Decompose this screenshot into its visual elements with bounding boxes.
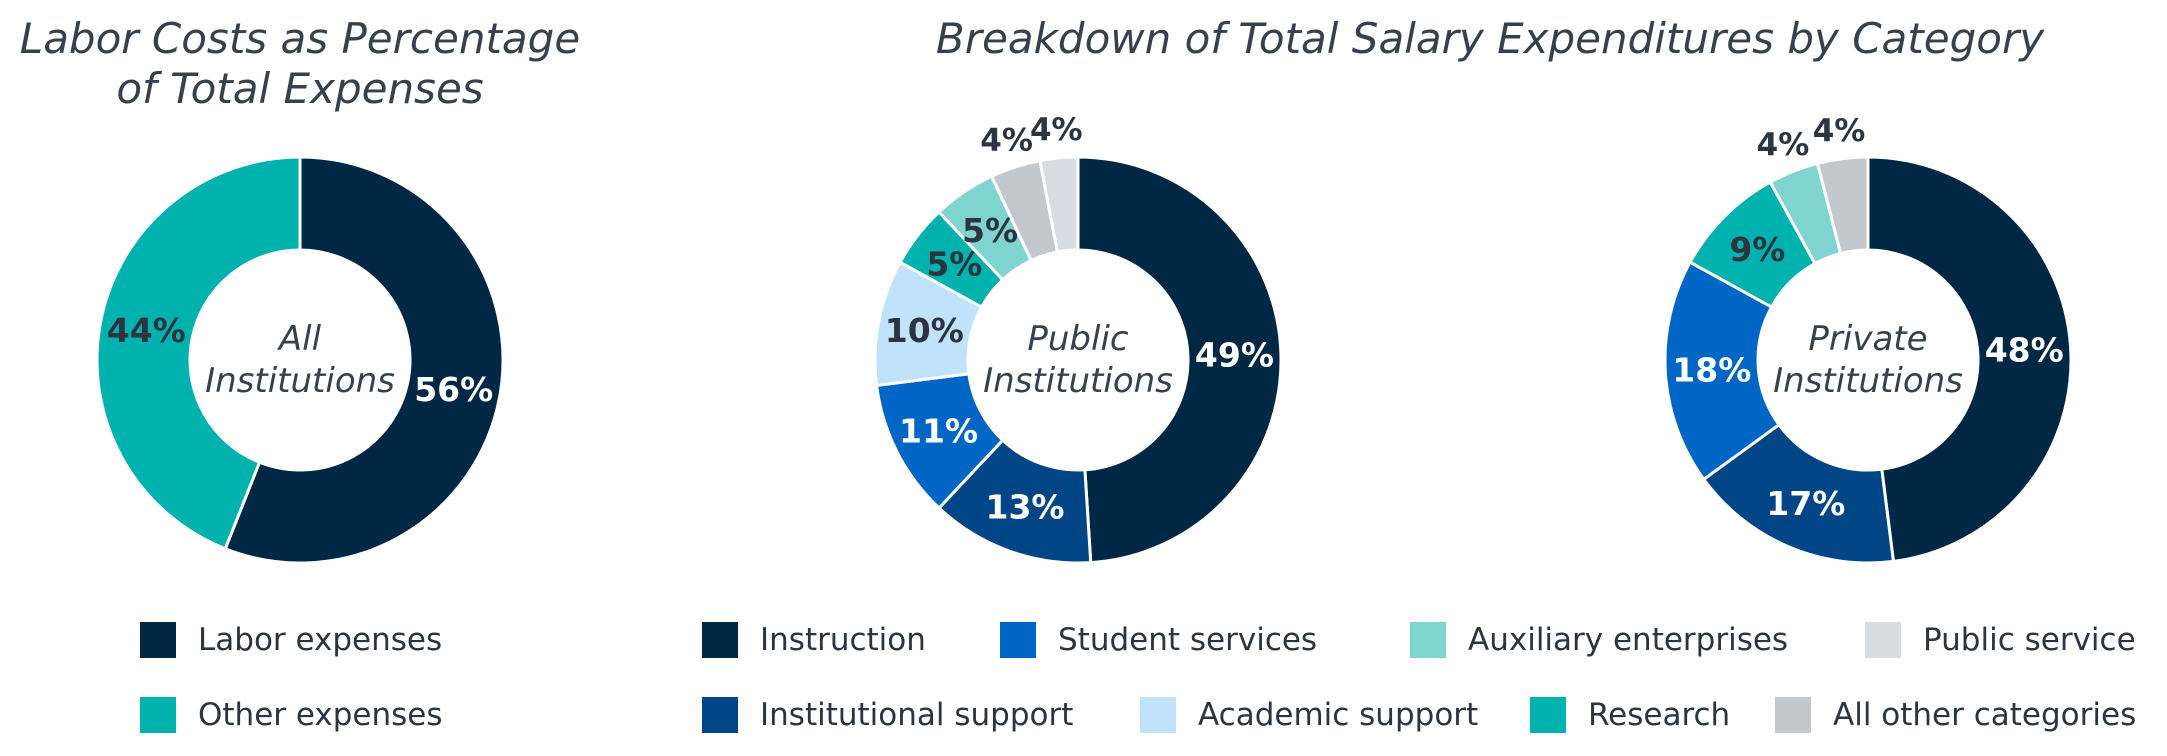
legend-swatch (702, 622, 738, 658)
legend-label: All other categories (1833, 697, 2137, 733)
slice-label: 17% (1766, 484, 1845, 523)
slice-institutional-support (1701, 422, 1896, 565)
legend-item: Auxiliary enterprises (1410, 620, 1788, 660)
legend-item: Student services (1000, 620, 1317, 660)
legend-label: Other expenses (198, 697, 443, 733)
legend-swatch (1410, 622, 1446, 658)
legend-swatch (702, 697, 738, 733)
donut-charts: 56%44% AllInstitutions49%13%11%10%5%5%4%4… (95, 112, 2073, 565)
slice-label: 10% (885, 311, 964, 350)
center-label: Private (1808, 319, 1927, 359)
legend-label: Labor expenses (198, 622, 443, 658)
legend-swatch (1530, 697, 1566, 733)
center-label: Institutions (983, 361, 1173, 401)
legend-swatch (1000, 622, 1036, 658)
center-label: All (277, 319, 322, 359)
slice-label: 4% (1030, 112, 1083, 148)
chart-title-right: Breakdown of Total Salary Expenditures b… (935, 14, 2045, 63)
legend-label: Student services (1058, 622, 1318, 658)
slice-all-other-categories (1815, 155, 1870, 256)
legend-swatch (1775, 697, 1811, 733)
legend-swatch (140, 622, 176, 658)
slice-label: 5% (926, 245, 982, 284)
center-label: Institutions (1773, 361, 1963, 401)
slice-public-service (1038, 155, 1080, 254)
legend-item: Public service (1865, 620, 2136, 660)
slice-label: 13% (985, 488, 1064, 527)
slice-label: 4% (1813, 113, 1866, 149)
slice-label: 49% (1195, 336, 1274, 375)
legend-label: Public service (1923, 622, 2136, 658)
center-label: Institutions (205, 361, 395, 401)
slice-label: 11% (899, 412, 978, 451)
slice-label: 44% (107, 311, 186, 350)
slice-label: 18% (1672, 350, 1751, 389)
legend-item: Other expenses (140, 695, 443, 735)
slice-label: 56% (414, 370, 493, 409)
slice-other-expenses (95, 155, 302, 551)
chart-title-left: Labor Costs as Percentage of Total Expen… (19, 14, 581, 113)
slice-instruction (1076, 155, 1283, 565)
legend-item: Labor expenses (140, 620, 442, 660)
slice-label: 9% (1729, 230, 1785, 269)
legend-item: Instruction (702, 620, 926, 660)
slice-label: 5% (962, 211, 1018, 250)
legend-label: Instruction (760, 622, 926, 658)
legend-swatch (1865, 622, 1901, 658)
legend-item: All other categories (1775, 695, 2136, 735)
slice-label: 48% (1985, 331, 2064, 370)
slice-instruction (1866, 155, 2073, 564)
slice-student-services (1663, 260, 1782, 482)
legend-item: Academic support (1140, 695, 1478, 735)
legend-label: Academic support (1198, 697, 1479, 733)
legend-swatch (1140, 697, 1176, 733)
legend-swatch (140, 697, 176, 733)
legend-label: Auxiliary enterprises (1468, 622, 1789, 658)
legend-item: Institutional support (702, 695, 1073, 735)
slice-label: 4% (980, 122, 1033, 158)
slice-labor-expenses (223, 155, 505, 565)
slice-label: 4% (1757, 127, 1810, 163)
center-label: Public (1027, 319, 1129, 359)
legend-label: Research (1588, 697, 1731, 733)
legend-label: Institutional support (760, 697, 1074, 733)
legend-item: Research (1530, 695, 1730, 735)
